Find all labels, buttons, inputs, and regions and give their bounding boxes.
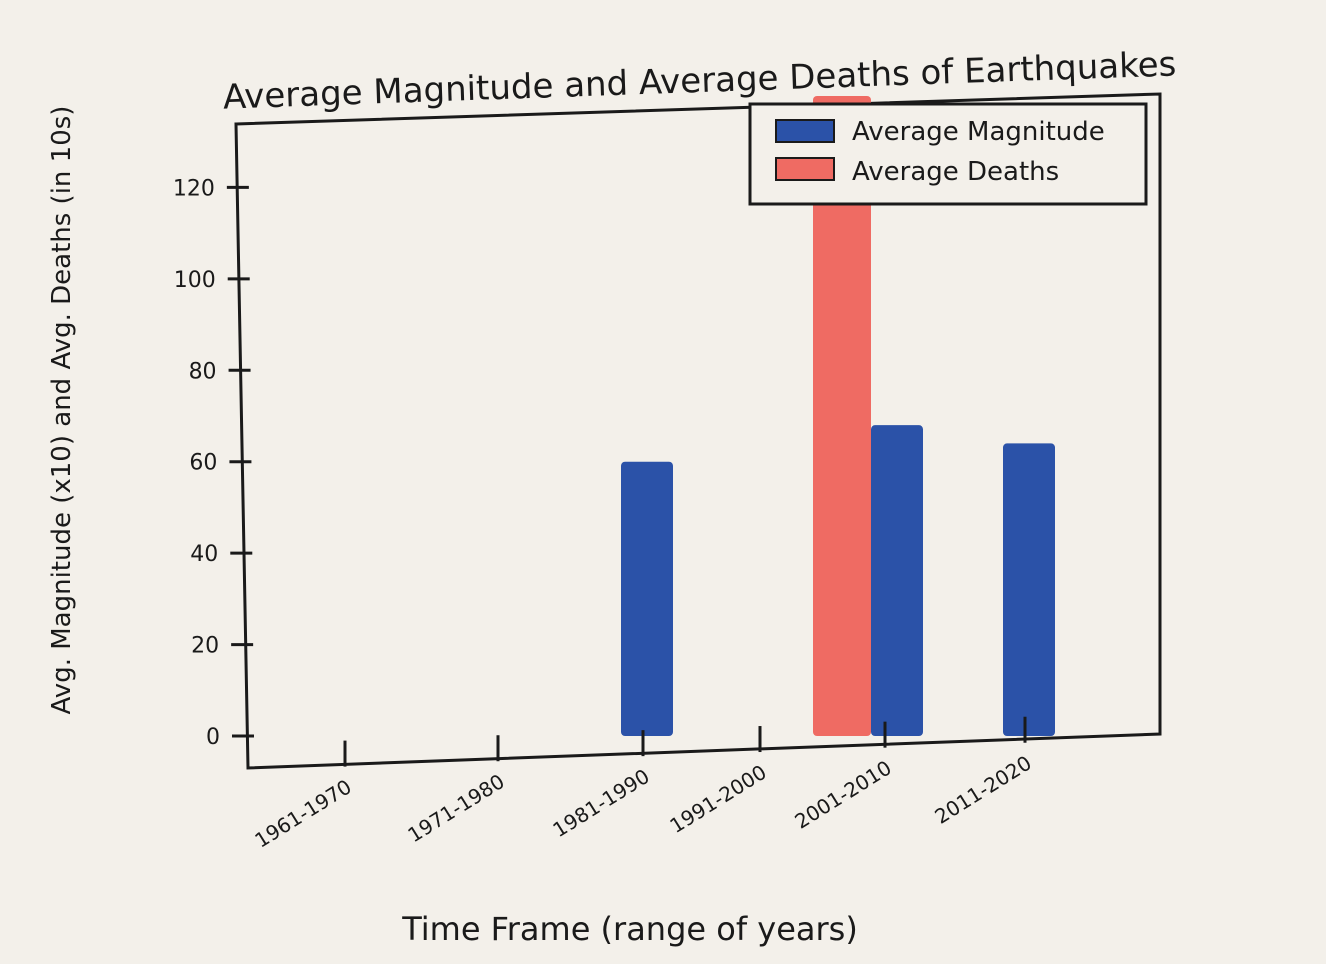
y-ticks-group: 0 20 40 60 80 100 120 bbox=[173, 176, 254, 750]
y-axis-label: Avg. Magnitude (x10) and Avg. Deaths (in… bbox=[47, 106, 77, 715]
bar-average-magnitude-2001-2010 bbox=[871, 425, 923, 736]
legend-label-average-deaths: Average Deaths bbox=[852, 157, 1059, 187]
legend-label-average-magnitude: Average Magnitude bbox=[852, 117, 1105, 147]
y-tick-label: 40 bbox=[190, 542, 218, 567]
y-tick-label: 120 bbox=[173, 176, 215, 201]
legend: Average Magnitude Average Deaths bbox=[748, 102, 1148, 206]
bars-group bbox=[621, 96, 1055, 736]
bar-average-magnitude-2011-2020 bbox=[1003, 443, 1055, 736]
legend-swatch-average-deaths bbox=[775, 157, 835, 181]
y-tick-label: 60 bbox=[189, 451, 217, 476]
y-tick-label: 100 bbox=[174, 268, 216, 293]
y-tick-label: 80 bbox=[189, 359, 217, 384]
legend-swatch-average-magnitude bbox=[775, 119, 835, 143]
bar-average-magnitude-1981-1990 bbox=[621, 461, 673, 736]
bar-average-deaths-2001-2010 bbox=[813, 96, 871, 736]
y-tick-label: 20 bbox=[191, 634, 219, 659]
x-axis-label: Time Frame (range of years) bbox=[401, 910, 858, 948]
y-tick-label: 0 bbox=[206, 725, 220, 750]
